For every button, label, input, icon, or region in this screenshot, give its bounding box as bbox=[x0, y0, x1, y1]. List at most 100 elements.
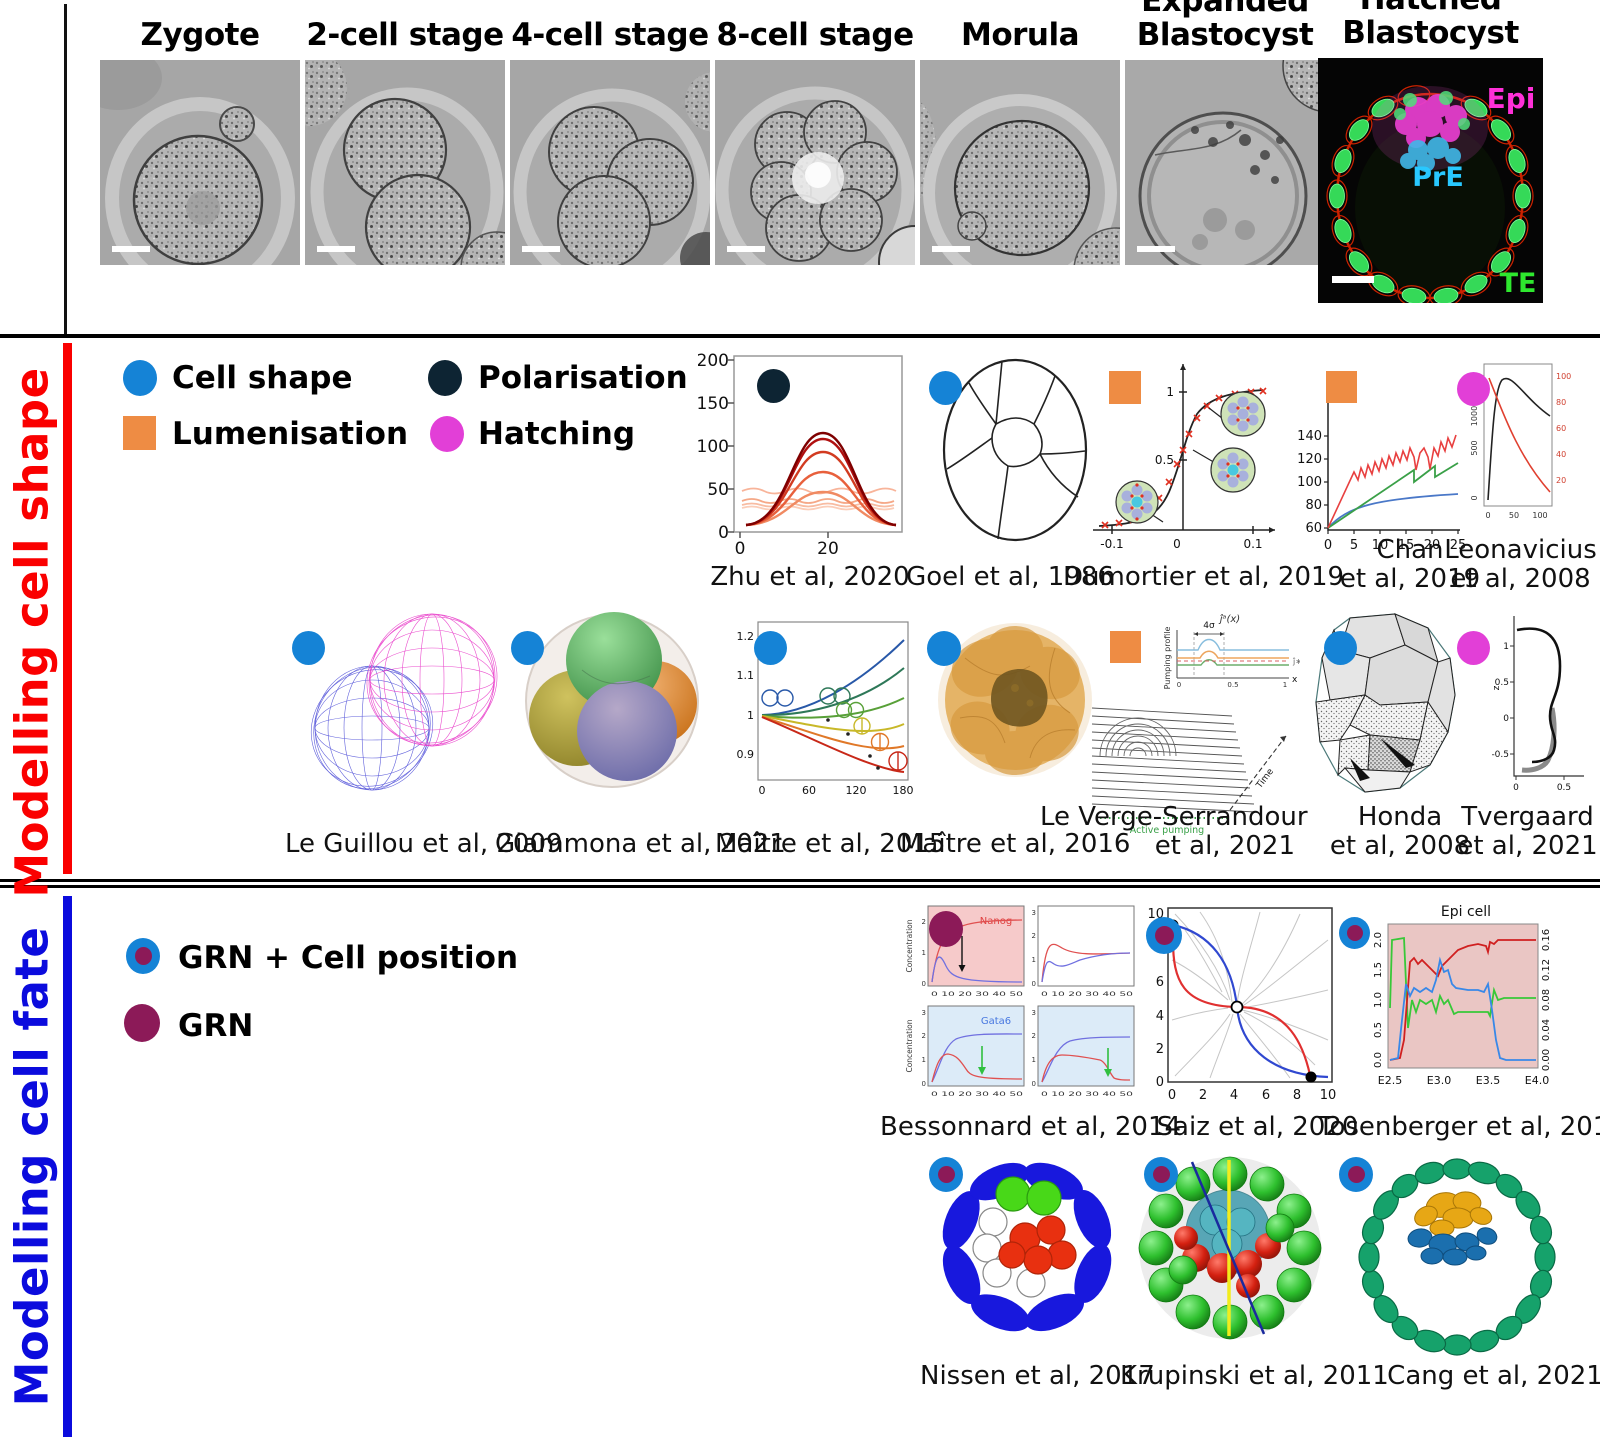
bessonnard-ytick: 0 bbox=[1032, 1080, 1036, 1088]
tosenberger-ytick: 2.0 bbox=[1373, 932, 1384, 948]
zhu-ytick: 150 bbox=[698, 394, 729, 414]
bessonnard-ytick: 3 bbox=[1032, 909, 1036, 917]
pre-cluster bbox=[1400, 137, 1461, 172]
fate-section-title: Modelling cell fate bbox=[5, 926, 59, 1407]
tosenberger-xtick: E3.0 bbox=[1427, 1074, 1451, 1087]
cang-epi-cluster bbox=[1414, 1191, 1493, 1237]
maitre2015-ytick: 0.9 bbox=[737, 748, 755, 761]
leonavicius-ytick: 1000 bbox=[1470, 406, 1479, 426]
bessonnard-ylabel: Concentration bbox=[905, 1019, 914, 1072]
leverge-arcs bbox=[1099, 717, 1177, 757]
leonavicius-rytick: 20 bbox=[1556, 476, 1566, 485]
bessonnard-ylabel: Concentration bbox=[905, 919, 914, 972]
badge-grn-position-tosenberger bbox=[1339, 917, 1370, 949]
tvergaard-xtick: 0.5 bbox=[1557, 783, 1571, 793]
badge-grn-position-cang bbox=[1339, 1157, 1373, 1192]
tvergaard-ytick: 0.5 bbox=[1495, 678, 1509, 688]
stage-panel-8cell: 8-cell stage bbox=[715, 18, 915, 265]
scale-bar bbox=[1332, 276, 1374, 283]
micrograph-8cell bbox=[715, 60, 915, 265]
leonavicius-rytick: 60 bbox=[1556, 424, 1566, 433]
tvergaard-xtick: 0 bbox=[1513, 783, 1519, 793]
zhu-ytick: 0 bbox=[718, 523, 729, 543]
stage-label-zygote: Zygote bbox=[140, 17, 260, 53]
nissen-inner-cells bbox=[972, 1176, 1077, 1298]
micrograph-2cell bbox=[305, 60, 505, 265]
thumb-bessonnard-2014: Nanog Concentration 2 1 0 0 10 20 30 40 … bbox=[905, 905, 1135, 1098]
dumortier-xtick: 0.1 bbox=[1243, 537, 1262, 551]
leverge-xlabel: x bbox=[1292, 675, 1298, 685]
chan-xtick: 25 bbox=[1450, 538, 1467, 553]
legend-lumenisation-icon bbox=[123, 416, 156, 450]
zhu-xtick: 20 bbox=[817, 539, 839, 558]
chan-xtick: 15 bbox=[1398, 538, 1415, 553]
shape-section-bar bbox=[63, 343, 72, 874]
citation-nissen: Nissen et al, 2017 bbox=[920, 1361, 1155, 1391]
badge-cell-shape-maitre2015 bbox=[754, 631, 787, 665]
stage-panel-expanded-blastocyst: Expanded Blastocyst bbox=[1125, 0, 1325, 265]
scale-bar bbox=[317, 246, 355, 252]
badge-lumenisation-dumortier bbox=[1109, 371, 1141, 404]
thumb-chan-2019: 140 120 100 80 60 0 5 10 15 20 25 bbox=[1297, 390, 1467, 553]
maitre2015-ytick: 1 bbox=[747, 709, 754, 722]
krupinski-blue-axis bbox=[1190, 1161, 1266, 1335]
leverge-sigma-label: 4σ bbox=[1203, 621, 1215, 631]
saiz-ytick: 0 bbox=[1156, 1075, 1164, 1090]
leverge-time-label: Time bbox=[1254, 767, 1276, 792]
tosenberger-ytick: 1.5 bbox=[1373, 962, 1384, 978]
tosenberger-xtick: E3.5 bbox=[1476, 1074, 1500, 1087]
bessonnard-ytick: 3 bbox=[1032, 1009, 1036, 1017]
leonavicius-rytick: 40 bbox=[1556, 450, 1566, 459]
stage-label-2cell: 2-cell stage bbox=[306, 17, 504, 53]
bessonnard-ytick: 0 bbox=[922, 1080, 926, 1088]
leverge-fluxref-label: ĵ∗ bbox=[1292, 657, 1300, 666]
leonavicius-rytick: 80 bbox=[1556, 398, 1566, 407]
thumb-leonavicius-2008: 1500 1000 500 0 100 80 60 40 20 0 50 100 bbox=[1470, 363, 1571, 520]
leonavicius-ytick: 500 bbox=[1470, 440, 1479, 455]
bessonnard-xticks: 0 10 20 30 40 50 bbox=[1041, 990, 1133, 998]
bessonnard-ytick: 1 bbox=[1032, 956, 1036, 964]
thumb-leverge-2021: ĵᵃ(x) Pumping profile 4σ ĵ∗ x 0 0.5 1 bbox=[1091, 613, 1300, 836]
top-left-axis-line bbox=[64, 4, 67, 335]
citation-leonavicius: Leonavicius et al, 2008 bbox=[1428, 536, 1600, 594]
dumortier-ytick: 1 bbox=[1166, 385, 1174, 399]
citation-chan-line1: Chan bbox=[1376, 535, 1444, 565]
citation-giammona: Giammona et al, 2021 bbox=[495, 829, 786, 859]
leverge-xtick: 0.5 bbox=[1227, 681, 1238, 689]
scale-bar bbox=[932, 246, 970, 252]
badge-hatching-tvergaard bbox=[1457, 631, 1490, 665]
citation-leverge-line2: et al, 2021 bbox=[1154, 831, 1295, 861]
fate-section-bar bbox=[63, 896, 72, 1437]
citation-tvergaard: Tvergaard et al, 2021 bbox=[1440, 803, 1600, 861]
citation-honda-line2: et al, 2008 bbox=[1329, 831, 1471, 861]
stage-label-expanded-blastocyst: Expanded Blastocyst bbox=[1136, 0, 1314, 53]
saiz-ytick: 2 bbox=[1156, 1042, 1164, 1057]
nissen-te-ellipses bbox=[942, 1162, 1112, 1332]
maitre2015-xtick: 60 bbox=[802, 784, 816, 797]
tosenberger-ytick: 0.0 bbox=[1373, 1052, 1384, 1068]
citation-bessonnard: Bessonnard et al, 2014 bbox=[880, 1112, 1182, 1142]
bessonnard-ytick: 1 bbox=[922, 1056, 926, 1064]
badge-grn-position-saiz bbox=[1146, 917, 1182, 954]
tosenberger-rytick: 0.08 bbox=[1541, 989, 1552, 1011]
maitre2015-ytick: 1.1 bbox=[737, 669, 755, 682]
badge-grn-bessonnard bbox=[929, 911, 963, 947]
micrograph-morula bbox=[920, 60, 1120, 265]
bessonnard-xticks: 0 10 20 30 40 50 bbox=[1041, 1090, 1133, 1098]
chan-ytick: 80 bbox=[1305, 498, 1322, 513]
legend-polarisation-icon bbox=[428, 360, 462, 396]
tvergaard-ytick: 0 bbox=[1503, 714, 1509, 724]
legend-grn-position-label: GRN + Cell position bbox=[178, 940, 519, 976]
stage-panel-4cell: 4-cell stage bbox=[510, 18, 710, 265]
bessonnard-xticks: 0 10 20 30 40 50 bbox=[931, 1090, 1023, 1098]
legend-hatching-icon bbox=[430, 416, 464, 452]
dumortier-xtick: 0 bbox=[1173, 537, 1181, 551]
tosenberger-title: Epi cell bbox=[1441, 904, 1491, 920]
citation-dumortier: Dumortier et al, 2019 bbox=[1063, 562, 1345, 592]
stage-label-morula: Morula bbox=[960, 17, 1080, 53]
citation-tosenberger: Tosenberger et al, 2017 bbox=[1318, 1112, 1600, 1142]
krupinski-red-cells bbox=[1174, 1226, 1281, 1298]
zhu-ytick: 50 bbox=[707, 480, 729, 500]
tosenberger-rytick: 0.16 bbox=[1541, 929, 1552, 951]
thumb-tosenberger-2017: Epi cell 2.0 1.5 1.0 0.5 0.0 0.16 0.12 0… bbox=[1373, 904, 1552, 1087]
